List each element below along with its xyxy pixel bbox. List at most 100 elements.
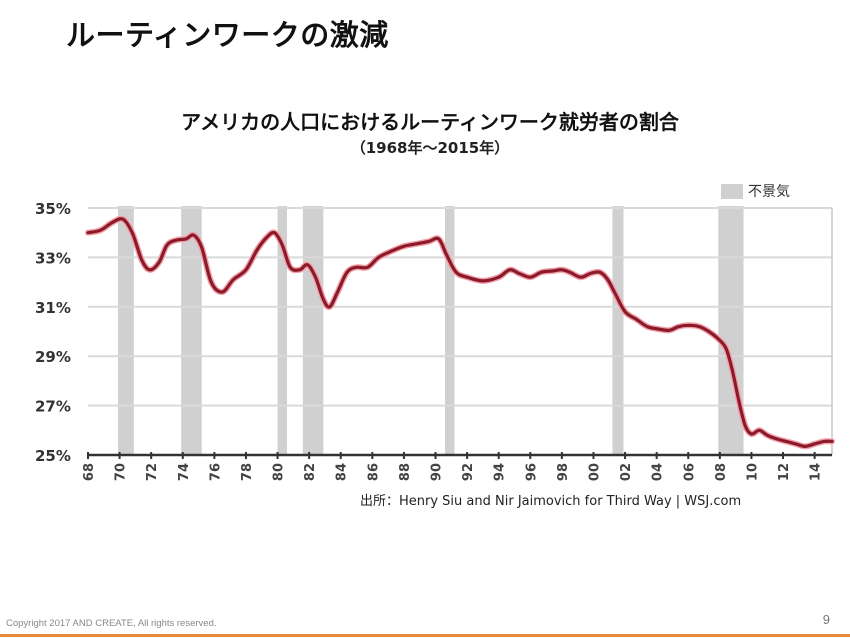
data-point — [767, 435, 768, 436]
chart-subtitle: （1968年～2015年） — [350, 139, 510, 157]
recession-band — [181, 206, 202, 455]
data-point — [599, 272, 600, 273]
data-point — [658, 329, 659, 330]
x-tick-label: 78 — [240, 463, 255, 481]
data-point — [429, 241, 430, 242]
x-tick-label: 76 — [208, 463, 223, 481]
x-tick-label: 68 — [82, 463, 97, 481]
data-point — [222, 291, 223, 292]
data-point — [751, 434, 752, 435]
data-point — [266, 237, 267, 238]
x-tick-label: 96 — [524, 463, 539, 481]
x-tick-label: 82 — [303, 463, 318, 481]
data-point — [323, 299, 324, 300]
data-point — [132, 232, 133, 233]
data-point — [347, 272, 348, 273]
data-point — [759, 430, 760, 431]
data-point — [615, 294, 616, 295]
x-tick-label: 12 — [777, 463, 792, 481]
data-point — [166, 245, 167, 246]
data-point — [111, 222, 112, 223]
data-point — [590, 273, 591, 274]
y-tick-label: 25% — [35, 447, 71, 465]
data-point — [541, 272, 542, 273]
data-point — [814, 443, 815, 444]
data-point — [519, 273, 520, 274]
data-point — [257, 249, 258, 250]
data-point — [438, 238, 439, 239]
data-point — [159, 262, 160, 263]
data-point — [824, 441, 825, 442]
y-tick-label: 31% — [35, 299, 71, 317]
x-tick-label: 74 — [177, 463, 192, 481]
x-tick-label: 80 — [272, 463, 287, 481]
data-point — [607, 279, 608, 280]
y-tick-label: 27% — [35, 398, 71, 416]
data-point — [367, 267, 368, 268]
data-point — [530, 277, 531, 278]
data-point — [329, 306, 330, 307]
data-point — [416, 243, 417, 244]
data-point — [832, 441, 833, 442]
recession-band — [444, 206, 455, 455]
data-point — [482, 280, 483, 281]
recession-band — [612, 206, 624, 455]
data-point — [467, 277, 468, 278]
data-point — [561, 269, 562, 270]
legend-label-recession: 不景気 — [748, 184, 790, 200]
chart-title: アメリカの人口におけるルーティンワーク就労者の割合 — [181, 110, 679, 134]
x-tick-label: 94 — [493, 463, 508, 481]
data-point — [786, 441, 787, 442]
data-point — [552, 270, 553, 271]
x-tick-label: 98 — [556, 463, 571, 481]
data-point — [745, 425, 746, 426]
recession-band — [302, 206, 324, 455]
data-point — [498, 277, 499, 278]
data-point — [456, 272, 457, 273]
recession-band — [118, 206, 134, 455]
x-tick-label: 90 — [430, 463, 445, 481]
data-point — [678, 326, 679, 327]
data-point — [299, 269, 300, 270]
y-tick-label: 35% — [35, 200, 71, 218]
data-point — [176, 240, 177, 241]
data-point — [88, 232, 89, 233]
data-point — [699, 326, 700, 327]
line-chart: 35% 33% 31% 29% 27% 25% 68 70 72 74 76 78 80 82 84 86 8… — [35, 200, 835, 481]
data-point — [193, 235, 194, 236]
data-point — [776, 438, 777, 439]
x-tick-label: 88 — [398, 463, 413, 481]
chart-source: 出所：Henry Siu and Nir Jaimovich for Third… — [360, 494, 742, 509]
legend: 不景気 — [721, 181, 790, 201]
data-point — [732, 371, 733, 372]
y-tick-label: 33% — [35, 249, 71, 267]
legend-swatch-recession — [721, 183, 743, 199]
data-point — [282, 245, 283, 246]
copyright-text: Copyright 2017 AND CREATE, All rights re… — [6, 618, 217, 629]
data-point — [290, 267, 291, 268]
data-point — [378, 257, 379, 258]
data-point — [795, 443, 796, 444]
data-point — [580, 277, 581, 278]
x-tick-label: 08 — [714, 463, 729, 481]
gridlines — [88, 207, 833, 455]
x-tick-label: 14 — [809, 463, 824, 481]
x-tick-label: 86 — [366, 463, 381, 481]
x-tick-label: 84 — [335, 463, 350, 481]
data-point — [201, 247, 202, 248]
data-point — [274, 232, 275, 233]
data-point — [726, 348, 727, 349]
x-tick-label: 72 — [145, 463, 160, 481]
data-point — [141, 259, 142, 260]
data-point — [446, 254, 447, 255]
data-point — [356, 267, 357, 268]
data-point — [636, 319, 637, 320]
page-number: 9 — [822, 612, 830, 627]
data-point — [688, 325, 689, 326]
data-point — [805, 446, 806, 447]
x-tick-label: 04 — [651, 463, 666, 481]
y-axis-tick-labels: 35% 33% 31% 29% 27% 25% — [35, 200, 71, 465]
recession-band — [277, 206, 288, 455]
data-point — [625, 311, 626, 312]
x-tick-label: 02 — [619, 463, 634, 481]
